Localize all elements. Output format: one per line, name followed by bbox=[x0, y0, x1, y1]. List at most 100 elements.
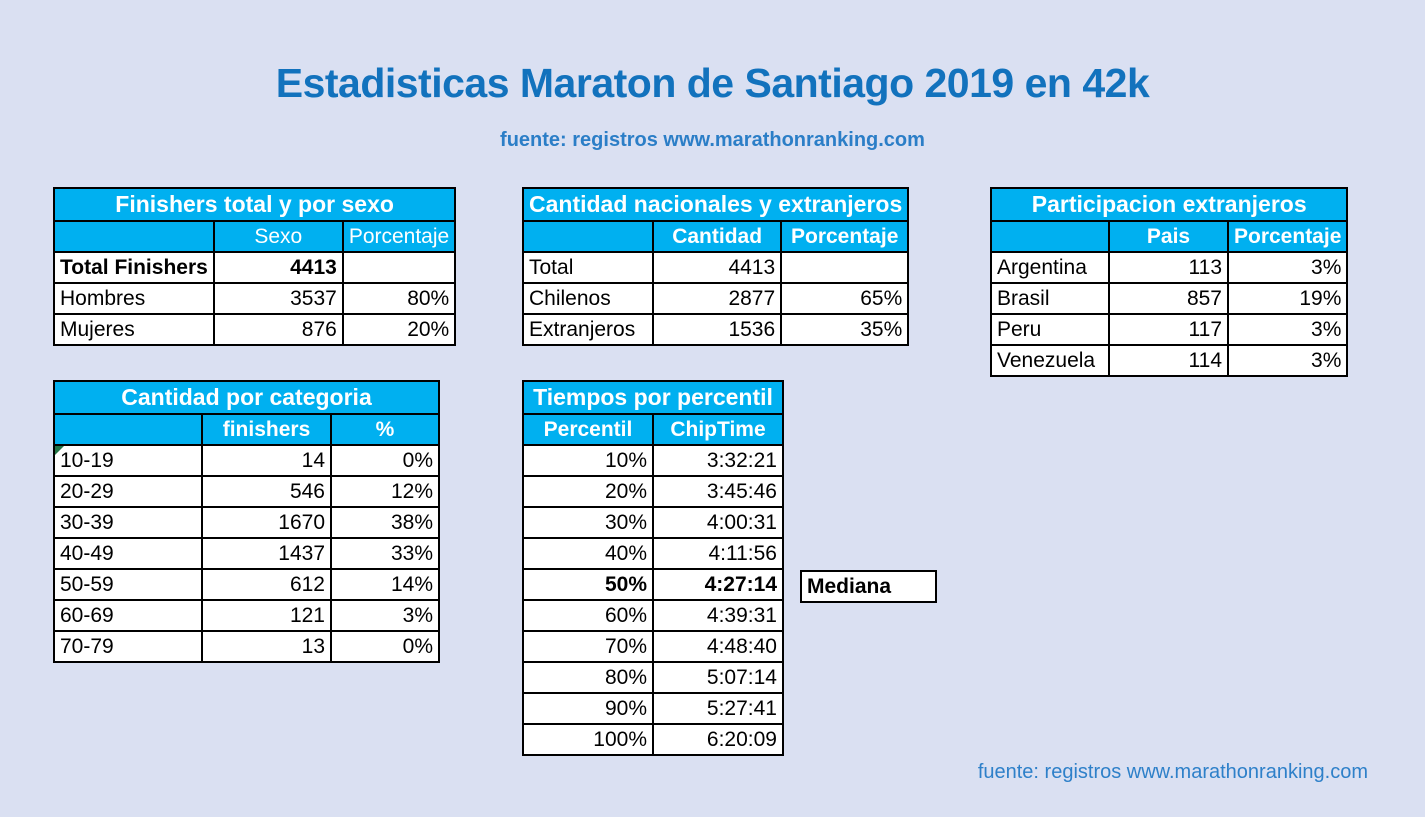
cell-percent: 33% bbox=[330, 537, 440, 570]
cell-percent: 14% bbox=[330, 568, 440, 601]
column-header-cantidad: Cantidad bbox=[652, 220, 783, 253]
table-row-p50-median: 50% 4:27:14 bbox=[522, 568, 784, 601]
column-header-row: Percentil ChipTime bbox=[522, 413, 784, 446]
table-title-finishers-by-sex: Finishers total y por sexo bbox=[52, 187, 457, 222]
cell-label: 40-49 bbox=[53, 537, 203, 570]
table-title-row: Tiempos por percentil bbox=[522, 380, 784, 415]
cell-chiptime: 4:39:31 bbox=[652, 599, 784, 632]
cell-percent: 38% bbox=[330, 506, 440, 539]
cell-label: Mujeres bbox=[53, 313, 215, 346]
cell-percent: 3% bbox=[330, 599, 440, 632]
cell-percentil: 40% bbox=[522, 537, 654, 570]
cell-percentil: 90% bbox=[522, 692, 654, 725]
table-percentile-times: Tiempos por percentil Percentil ChipTime… bbox=[522, 380, 784, 756]
table-row-p100: 100% 6:20:09 bbox=[522, 723, 784, 756]
cell-value: 121 bbox=[201, 599, 332, 632]
column-header-porcentaje: Porcentaje bbox=[1226, 220, 1349, 253]
cell-value: 1536 bbox=[652, 313, 783, 346]
column-header-percentil: Percentil bbox=[522, 413, 654, 446]
cell-label: Total Finishers bbox=[53, 251, 215, 284]
cell-percent: 0% bbox=[330, 630, 440, 663]
table-row-40-49: 40-49 1437 33% bbox=[53, 537, 440, 570]
cell-percent bbox=[780, 251, 910, 284]
cell-label-text: 10-19 bbox=[60, 448, 114, 472]
cell-percent: 3% bbox=[1226, 344, 1349, 377]
table-title-percentile-times: Tiempos por percentil bbox=[522, 380, 784, 415]
table-row-p10: 10% 3:32:21 bbox=[522, 444, 784, 477]
table-row-p60: 60% 4:39:31 bbox=[522, 599, 784, 632]
cell-label: 30-39 bbox=[53, 506, 203, 539]
cell-label: Chilenos bbox=[521, 282, 655, 315]
column-header-porcentaje: Porcentaje bbox=[780, 220, 910, 253]
cell-chiptime: 5:27:41 bbox=[652, 692, 784, 725]
table-row-70-79: 70-79 13 0% bbox=[53, 630, 440, 663]
cell-value: 113 bbox=[1108, 251, 1229, 284]
table-row-mujeres: Mujeres 876 20% bbox=[53, 313, 457, 346]
cell-percent: 3% bbox=[1226, 251, 1349, 284]
cell-percentil: 100% bbox=[522, 723, 654, 756]
cell-value: 4413 bbox=[212, 251, 344, 284]
column-header-porcentaje: Porcentaje bbox=[341, 220, 457, 253]
table-row-p20: 20% 3:45:46 bbox=[522, 475, 784, 508]
cell-percent: 3% bbox=[1226, 313, 1349, 346]
cell-percentil: 80% bbox=[522, 661, 654, 694]
table-row-extranjeros: Extranjeros 1536 35% bbox=[521, 313, 910, 346]
column-header-row: Cantidad Porcentaje bbox=[521, 220, 910, 253]
cell-percentil: 30% bbox=[522, 506, 654, 539]
cell-label: 50-59 bbox=[53, 568, 203, 601]
cell-chiptime: 4:48:40 bbox=[652, 630, 784, 663]
table-title-row: Participacion extranjeros bbox=[989, 187, 1349, 222]
table-foreign-participation: Participacion extranjeros Pais Porcentaj… bbox=[989, 187, 1349, 377]
table-row-p80: 80% 5:07:14 bbox=[522, 661, 784, 694]
cell-percent: 65% bbox=[780, 282, 910, 315]
cell-percent: 19% bbox=[1226, 282, 1349, 315]
median-annotation: Mediana bbox=[800, 570, 937, 603]
table-row-total: Total 4413 bbox=[521, 251, 910, 284]
table-row-10-19: 10-19 14 0% bbox=[53, 444, 440, 477]
cell-label: Brasil bbox=[990, 282, 1110, 315]
cell-label: Total bbox=[521, 251, 655, 284]
table-by-category: Cantidad por categoria finishers % 10-19… bbox=[53, 380, 440, 663]
cell-percentil: 50% bbox=[522, 568, 654, 601]
table-title-row: Cantidad por categoria bbox=[53, 380, 440, 415]
cell-percent: 80% bbox=[341, 282, 457, 315]
cell-label: Extranjeros bbox=[521, 313, 655, 346]
column-header-empty bbox=[53, 220, 215, 253]
column-header-chiptime: ChipTime bbox=[652, 413, 784, 446]
table-row-p70: 70% 4:48:40 bbox=[522, 630, 784, 663]
table-title-by-category: Cantidad por categoria bbox=[53, 380, 440, 415]
cell-value: 1670 bbox=[201, 506, 332, 539]
cell-label: Venezuela bbox=[990, 344, 1110, 377]
page-footer: fuente: registros www.marathonranking.co… bbox=[977, 761, 1368, 783]
table-row-20-29: 20-29 546 12% bbox=[53, 475, 440, 508]
cell-chiptime: 3:32:21 bbox=[652, 444, 784, 477]
table-title-row: Cantidad nacionales y extranjeros bbox=[521, 187, 910, 222]
cell-value: 876 bbox=[212, 313, 344, 346]
cell-value: 14 bbox=[201, 444, 332, 477]
cell-error-indicator-icon bbox=[56, 447, 64, 455]
cell-percent bbox=[341, 251, 457, 284]
cell-percentil: 20% bbox=[522, 475, 654, 508]
column-header-empty bbox=[990, 220, 1110, 253]
cell-value: 2877 bbox=[652, 282, 783, 315]
table-row-30-39: 30-39 1670 38% bbox=[53, 506, 440, 539]
table-row-60-69: 60-69 121 3% bbox=[53, 599, 440, 632]
table-row-p90: 90% 5:27:41 bbox=[522, 692, 784, 725]
column-header-row: finishers % bbox=[53, 413, 440, 446]
cell-chiptime: 4:27:14 bbox=[652, 568, 784, 601]
column-header-percent: % bbox=[330, 413, 440, 446]
cell-label: 20-29 bbox=[53, 475, 203, 508]
cell-percent: 35% bbox=[780, 313, 910, 346]
table-row-venezuela: Venezuela 114 3% bbox=[990, 344, 1349, 377]
cell-label: 70-79 bbox=[53, 630, 203, 663]
cell-chiptime: 4:00:31 bbox=[652, 506, 784, 539]
column-header-finishers: finishers bbox=[201, 413, 332, 446]
column-header-pais: Pais bbox=[1108, 220, 1229, 253]
cell-label: Hombres bbox=[53, 282, 215, 315]
cell-percentil: 70% bbox=[522, 630, 654, 663]
column-header-empty bbox=[521, 220, 655, 253]
cell-value: 1437 bbox=[201, 537, 332, 570]
page-subtitle: fuente: registros www.marathonranking.co… bbox=[500, 129, 925, 151]
table-row-p30: 30% 4:00:31 bbox=[522, 506, 784, 539]
table-row-p40: 40% 4:11:56 bbox=[522, 537, 784, 570]
